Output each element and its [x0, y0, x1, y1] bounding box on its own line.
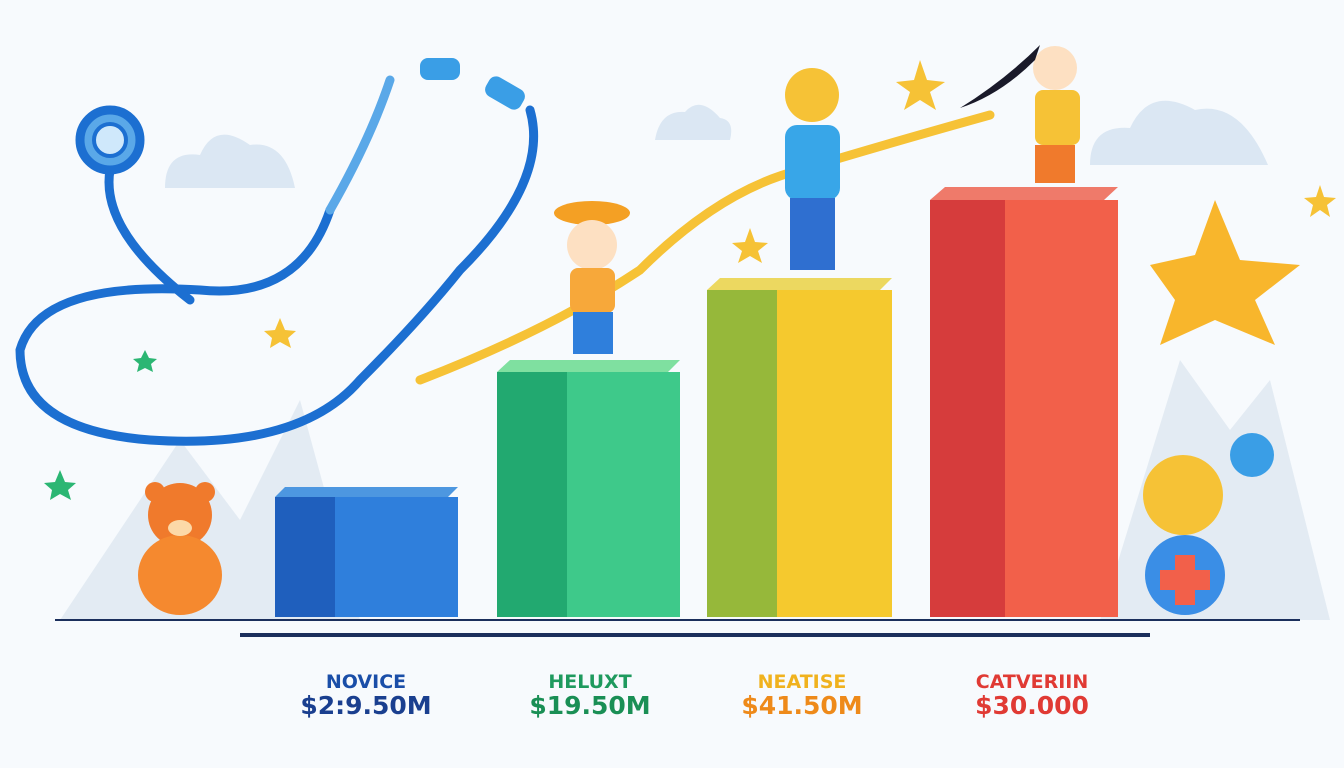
red-block-part: [930, 200, 1005, 617]
stars-part: [44, 470, 76, 500]
stethoscope-part: [325, 75, 395, 215]
yellow-block-part: [707, 278, 892, 290]
yellow-block-part: [707, 290, 777, 617]
red-block: [930, 187, 1118, 617]
labels: NOVICE $2:9.50M HELUXT $19.50M NEATISE $…: [300, 671, 1089, 720]
stars-part: [732, 228, 768, 263]
kid-hat-part: [554, 201, 630, 225]
stars-part: [264, 318, 296, 348]
girl-part: [1033, 46, 1077, 90]
clouds-part: [165, 134, 295, 188]
clouds-part: [1090, 100, 1268, 165]
baby-robot-part: [1143, 455, 1223, 535]
kid-hat-part: [570, 268, 615, 313]
bear: [138, 482, 222, 615]
bear-part: [138, 535, 222, 615]
bear-part: [145, 482, 165, 502]
stethoscope-part: [92, 122, 128, 158]
stars-part: [1304, 185, 1336, 217]
kid-hat-part: [567, 220, 617, 270]
tier-name: CATVERIIN: [976, 671, 1089, 693]
kid-hat-part: [573, 312, 613, 354]
tier-name: NOVICE: [326, 671, 406, 693]
kid-hat: [554, 201, 630, 354]
clouds-part: [655, 104, 732, 140]
bars: [275, 187, 1118, 617]
growth-ribbon: [415, 110, 995, 385]
tier-name: NEATISE: [758, 671, 847, 693]
tier-name: HELUXT: [548, 671, 631, 693]
bear-part: [148, 483, 212, 547]
stethoscope-part: [420, 58, 460, 80]
stethoscope-part: [15, 105, 539, 446]
stars-part: [1150, 200, 1300, 345]
blue-block-part: [275, 487, 458, 497]
tier-amount: $2:9.50M: [300, 691, 431, 720]
bear-part: [195, 482, 215, 502]
tier-amount: $19.50M: [529, 691, 650, 720]
girl-part: [1035, 145, 1075, 183]
characters: [138, 45, 1274, 615]
alien-part: [785, 125, 840, 200]
stars-part: [896, 60, 945, 110]
yellow-block: [707, 278, 892, 617]
stethoscope-part: [104, 165, 195, 305]
tier-amount: $30.000: [975, 691, 1089, 720]
stethoscope-part: [485, 76, 525, 110]
green-block-part: [497, 372, 567, 617]
alien-part: [785, 68, 839, 122]
stars: [44, 60, 1336, 500]
baseline: [55, 619, 1300, 637]
green-block: [497, 360, 680, 617]
tier-amount: $41.50M: [741, 691, 862, 720]
girl: [960, 45, 1080, 183]
stethoscope: [15, 58, 539, 446]
green-block-part: [497, 360, 680, 372]
alien-part: [790, 198, 835, 270]
stars-part: [133, 350, 157, 372]
girl-part: [1035, 90, 1080, 145]
red-block-part: [930, 187, 1118, 200]
clouds: [165, 100, 1268, 188]
blue-block-part: [275, 497, 335, 617]
baby-robot-part: [1160, 555, 1210, 605]
baby-robot: [1143, 433, 1274, 615]
blue-block: [275, 487, 458, 617]
bear-part: [168, 520, 192, 536]
alien: [785, 68, 840, 270]
baby-robot-part: [1230, 433, 1274, 477]
